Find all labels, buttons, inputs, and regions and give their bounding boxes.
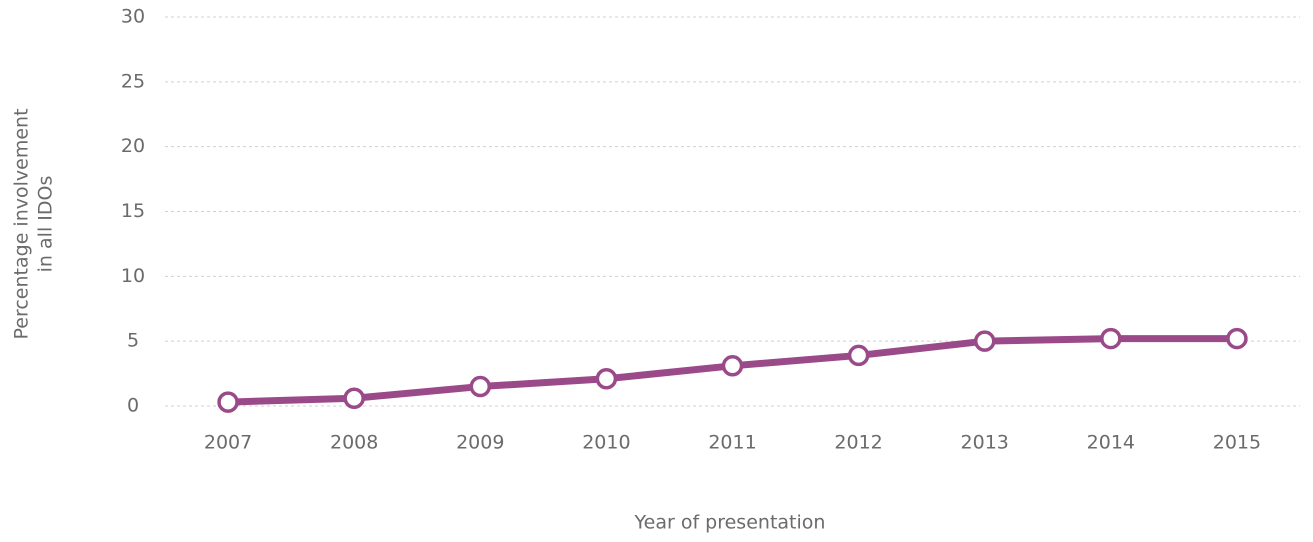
y-axis-title-line: Percentage involvement bbox=[11, 108, 33, 339]
point bbox=[595, 368, 618, 390]
y-axis-title-line: in all IDOs bbox=[35, 176, 57, 273]
point bbox=[847, 344, 870, 367]
point bbox=[1226, 327, 1248, 350]
y-tick-label: 30 bbox=[121, 6, 145, 28]
point bbox=[469, 375, 492, 398]
x-tick-label: 2010 bbox=[582, 432, 630, 454]
y-tick-label: 15 bbox=[121, 200, 145, 222]
y-tick-label: 5 bbox=[127, 330, 139, 352]
y-axis-title: Percentage involvement in all IDOs bbox=[11, 108, 57, 339]
point bbox=[1100, 327, 1122, 350]
point bbox=[343, 387, 365, 409]
x-tick-label: 2008 bbox=[330, 432, 378, 454]
point bbox=[217, 391, 239, 413]
x-tick-label: 2009 bbox=[456, 432, 504, 454]
x-tick-label: 2007 bbox=[204, 432, 252, 454]
point bbox=[973, 330, 996, 352]
x-tick-label: 2013 bbox=[961, 432, 1009, 454]
x-tick-label: 2015 bbox=[1213, 432, 1261, 454]
x-tick-label: 2012 bbox=[834, 432, 882, 454]
y-tick-label: 20 bbox=[121, 135, 145, 157]
y-tick-label: 0 bbox=[127, 395, 139, 417]
y-tick-label: 10 bbox=[121, 265, 145, 287]
x-axis-title: Year of presentation bbox=[634, 512, 826, 534]
y-tick-label: 25 bbox=[121, 70, 145, 92]
point bbox=[721, 355, 744, 377]
x-tick-label: 2011 bbox=[708, 432, 756, 454]
x-tick-label: 2014 bbox=[1087, 432, 1135, 454]
